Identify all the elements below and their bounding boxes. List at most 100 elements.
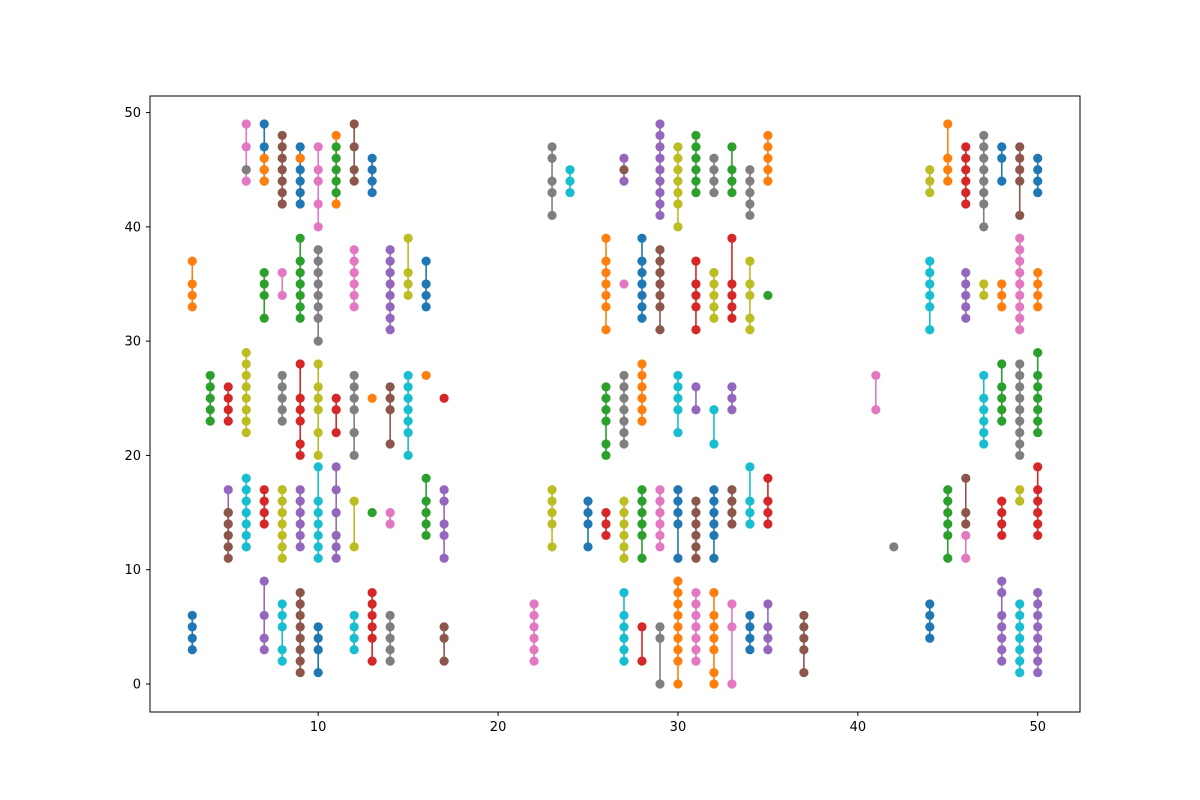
- data-point: [763, 165, 773, 175]
- series-group: [313, 245, 323, 346]
- data-point: [691, 645, 701, 655]
- data-point: [1015, 153, 1025, 163]
- data-point: [979, 416, 989, 426]
- data-point: [313, 256, 323, 266]
- series-group: [727, 485, 737, 529]
- data-point: [331, 176, 341, 186]
- series-group: [691, 130, 701, 198]
- series-group: [727, 599, 737, 689]
- data-point: [313, 359, 323, 369]
- data-point: [799, 610, 809, 621]
- data-point: [277, 382, 287, 392]
- data-point: [1015, 633, 1025, 643]
- data-point: [259, 290, 269, 301]
- data-point: [385, 382, 395, 392]
- series-group: [997, 496, 1007, 541]
- data-point: [655, 142, 665, 152]
- series-group: [187, 256, 197, 312]
- data-point: [385, 507, 395, 518]
- data-point: [259, 645, 269, 655]
- data-point: [961, 553, 971, 563]
- data-point: [673, 645, 683, 655]
- data-point: [637, 233, 647, 243]
- series-group: [331, 462, 341, 563]
- data-point: [331, 542, 341, 552]
- data-point: [619, 153, 629, 163]
- series-group: [331, 393, 341, 438]
- data-point: [241, 119, 251, 129]
- data-point: [709, 153, 719, 163]
- data-point: [1033, 633, 1043, 643]
- data-point: [223, 382, 233, 392]
- series-group: [943, 119, 953, 186]
- data-point: [709, 622, 719, 632]
- data-point: [187, 622, 197, 632]
- data-point: [709, 645, 719, 655]
- data-point: [727, 165, 737, 175]
- series-group: [1033, 153, 1043, 198]
- data-point: [1033, 290, 1043, 301]
- y-tick-label: 50: [124, 106, 141, 121]
- data-point: [691, 622, 701, 632]
- series-group: [439, 622, 449, 666]
- data-point: [961, 187, 971, 198]
- series-group: [619, 165, 629, 175]
- data-point: [313, 427, 323, 438]
- data-point: [709, 302, 719, 312]
- data-point: [799, 645, 809, 655]
- data-point: [619, 645, 629, 655]
- series-group: [655, 622, 665, 689]
- data-point: [727, 290, 737, 301]
- data-point: [295, 302, 305, 312]
- series-group: [1015, 142, 1025, 221]
- data-point: [295, 439, 305, 449]
- data-point: [601, 233, 611, 243]
- data-point: [673, 576, 683, 586]
- data-point: [709, 279, 719, 289]
- data-point: [367, 656, 377, 666]
- series-group: [367, 587, 377, 666]
- data-point: [313, 519, 323, 529]
- data-point: [277, 530, 287, 541]
- data-point: [259, 313, 269, 323]
- data-point: [925, 633, 935, 643]
- data-point: [673, 622, 683, 632]
- data-point: [601, 507, 611, 518]
- data-point: [601, 450, 611, 461]
- data-point: [403, 370, 413, 381]
- data-point: [1015, 439, 1025, 449]
- series-group: [709, 267, 719, 323]
- data-point: [745, 507, 755, 518]
- data-point: [979, 279, 989, 289]
- data-point: [331, 507, 341, 518]
- data-point: [943, 519, 953, 529]
- data-point: [619, 382, 629, 392]
- data-point: [295, 153, 305, 163]
- data-point: [295, 450, 305, 461]
- series-group: [277, 485, 287, 563]
- data-point: [403, 393, 413, 403]
- data-point: [691, 553, 701, 563]
- data-point: [1015, 427, 1025, 438]
- data-point: [295, 610, 305, 621]
- data-point: [565, 187, 575, 198]
- data-point: [1033, 176, 1043, 186]
- data-point: [241, 530, 251, 541]
- data-point: [601, 382, 611, 392]
- series-group: [277, 370, 287, 426]
- y-tick-label: 30: [124, 335, 141, 350]
- data-point: [961, 530, 971, 541]
- data-point: [421, 530, 431, 541]
- data-point: [421, 370, 431, 381]
- data-point: [1015, 622, 1025, 632]
- series-group: [349, 119, 359, 186]
- data-point: [709, 679, 719, 689]
- series-group: [961, 473, 971, 529]
- data-point: [547, 153, 557, 163]
- data-point: [1015, 450, 1025, 461]
- data-point: [277, 519, 287, 529]
- data-point: [925, 176, 935, 186]
- series-group: [979, 370, 989, 449]
- data-point: [691, 610, 701, 621]
- data-point: [745, 633, 755, 643]
